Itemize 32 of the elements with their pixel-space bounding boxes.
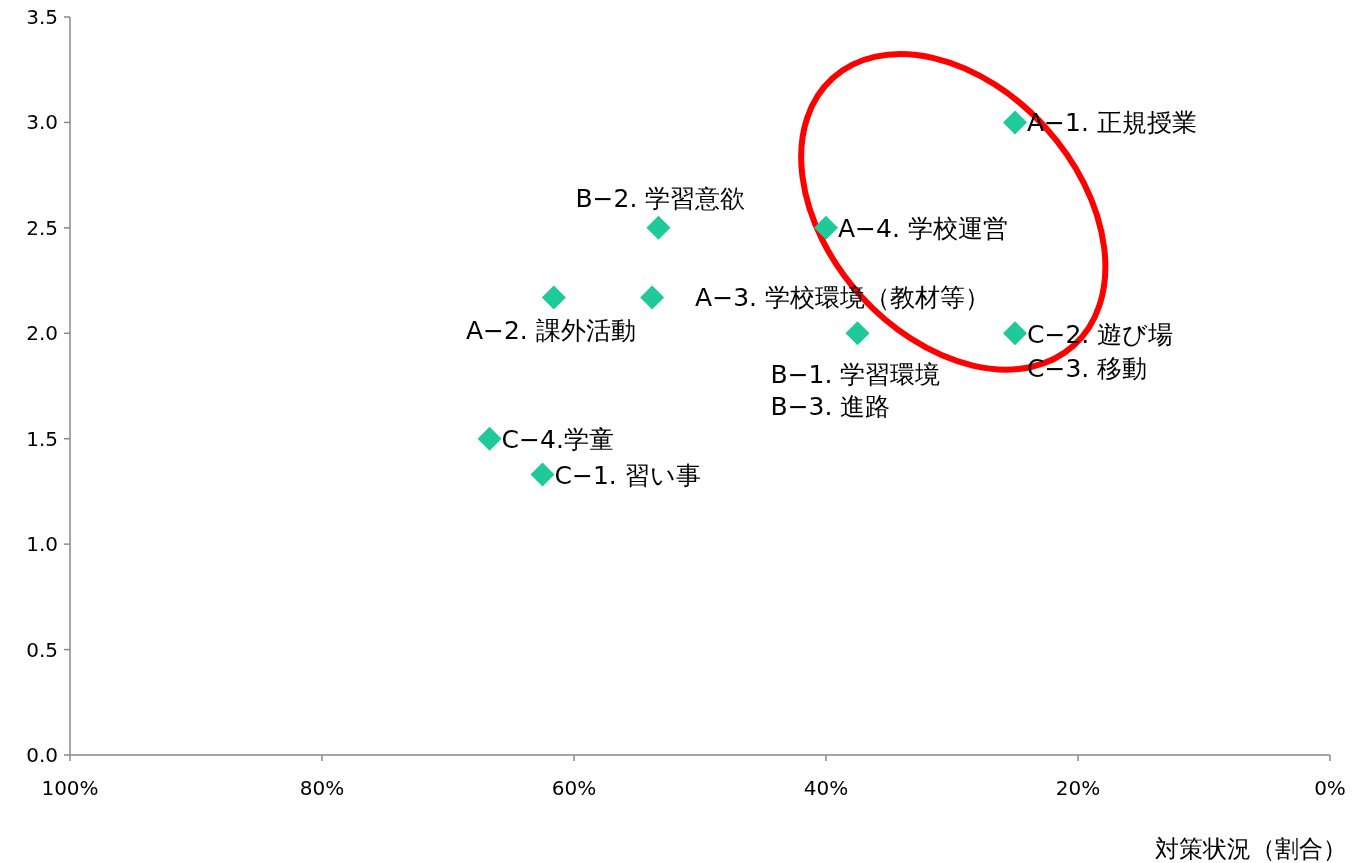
annotation: C−3. 移動 [1027, 354, 1148, 384]
x-tick-label: 100% [41, 776, 99, 800]
annotation: B−3. 進路 [770, 392, 891, 422]
y-tick-label: 0.5 [26, 637, 58, 662]
y-tick-label: 1.0 [26, 532, 58, 557]
point [530, 462, 555, 487]
x-tick-label: 60% [551, 776, 597, 800]
point [646, 215, 671, 240]
y-tick-label: 2.5 [26, 215, 58, 240]
point [814, 215, 838, 240]
y-tick-label: 1.5 [26, 426, 58, 451]
annotation: C−4.学童 [501, 424, 614, 454]
point [541, 285, 566, 310]
annotation: A−2. 課外活動 [465, 316, 636, 346]
annotation: B−1. 学習環境 [770, 360, 941, 390]
annotation: B−2. 学習意欲 [575, 183, 746, 213]
x-tick-label: 40% [803, 776, 849, 800]
point [640, 285, 665, 310]
x-tick-label: 20% [1055, 776, 1101, 800]
point [845, 321, 870, 346]
y-tick-label: 3.0 [26, 110, 58, 135]
annotation: A−4. 学校運営 [838, 213, 1008, 243]
point [477, 426, 502, 451]
annotation: C−1. 習い事 [554, 460, 701, 490]
x-tick-label: 0% [1314, 776, 1346, 800]
point [1003, 110, 1027, 135]
x-axis-title: 対策状況（割合） [1155, 835, 1347, 863]
y-tick-label: 3.5 [26, 5, 58, 29]
y-tick-label: 2.0 [26, 321, 58, 346]
y-tick-label: 0.0 [26, 743, 58, 767]
x-tick-label: 80% [299, 776, 345, 800]
point [1003, 321, 1027, 346]
